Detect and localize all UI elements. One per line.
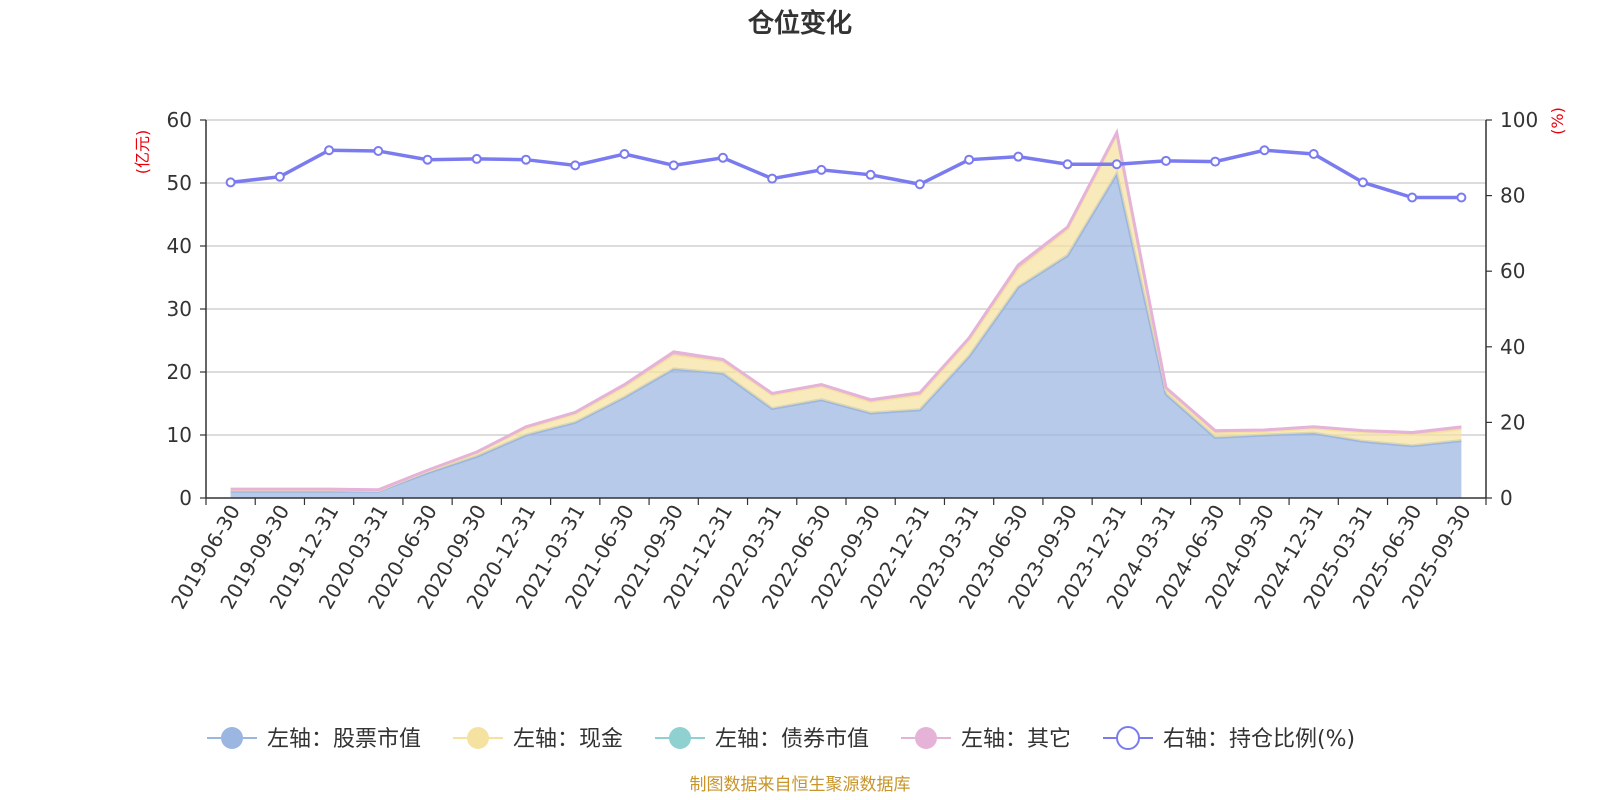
legend-label: 左轴：现金: [513, 727, 623, 752]
holding-ratio-point: [668, 160, 679, 171]
legend-label: 右轴：持仓比例(%): [1163, 727, 1355, 752]
legend: 左轴：股票市值 左轴：现金 左轴：债券市值 左轴：其它 右轴：持仓比例(%): [207, 726, 1355, 752]
chart-title: 仓位变化: [747, 8, 852, 39]
holding-ratio-point: [1062, 159, 1073, 170]
right-axis-tick-label: 0: [1500, 486, 1513, 510]
legend-label: 左轴：债券市值: [715, 727, 869, 752]
holding-ratio-point: [1111, 159, 1122, 170]
holding-ratio-point: [1013, 151, 1024, 162]
right-axis-tick-label: 100: [1500, 108, 1538, 132]
holding-ratio-point: [570, 160, 581, 171]
legend-label: 左轴：其它: [961, 727, 1071, 752]
holding-ratio-point: [1161, 155, 1171, 166]
holding-ratio-point: [914, 179, 925, 190]
right-axis-tick-label: 80: [1500, 184, 1525, 208]
holding-ratio-point: [619, 149, 630, 160]
left-axis-tick-label: 30: [167, 297, 192, 321]
holding-ratio-point: [225, 177, 236, 188]
holding-ratio-point: [964, 154, 975, 165]
legend-marker: [1116, 726, 1140, 750]
left-axis-tick-label: 0: [179, 486, 192, 510]
holding-ratio-point: [471, 153, 482, 164]
area-edge-左轴：其它: [230, 128, 1462, 492]
left-axis-tick-label: 60: [167, 108, 192, 132]
holding-ratio-point: [1259, 145, 1270, 156]
axes: 01020304050600204060801002019-06-302019-…: [166, 108, 1538, 613]
right-axis-tick-label: 20: [1500, 410, 1525, 434]
left-axis-unit: (亿元): [133, 130, 152, 175]
area-series: [230, 128, 1462, 499]
grid-lines: [206, 119, 1486, 436]
right-axis-tick-label: 40: [1500, 335, 1525, 359]
left-axis-tick-label: 20: [167, 360, 192, 384]
left-axis-tick-label: 40: [167, 234, 192, 258]
holding-ratio-point: [1357, 177, 1368, 188]
holding-ratio-point: [324, 145, 335, 156]
left-axis-tick-label: 50: [167, 171, 192, 195]
holding-ratio-point: [1210, 156, 1221, 167]
legend-marker: [669, 727, 691, 749]
right-axis-tick-label: 60: [1500, 259, 1525, 283]
legend-label: 左轴：股票市值: [267, 727, 421, 752]
holding-ratio-point: [816, 164, 827, 175]
left-axis-tick-label: 10: [167, 423, 192, 447]
right-axis-unit: (%): [1548, 107, 1567, 135]
legend-marker: [221, 727, 243, 749]
legend-marker: [915, 727, 937, 749]
holding-ratio-point: [1456, 192, 1467, 203]
holding-ratio-point: [1308, 149, 1319, 160]
area-fill-左轴：股票市值: [230, 173, 1462, 499]
holding-ratio-point: [373, 145, 384, 156]
holding-ratio-point: [422, 154, 433, 165]
holding-ratio-polyline: [230, 148, 1462, 200]
holding-ratio-point: [767, 173, 778, 184]
holding-ratio-line: [225, 145, 1467, 203]
legend-marker: [467, 727, 489, 749]
holding-ratio-point: [521, 154, 531, 165]
holding-ratio-point: [274, 171, 285, 182]
holding-ratio-point: [865, 169, 876, 180]
holding-ratio-point: [717, 152, 728, 163]
holding-ratio-point: [1407, 192, 1418, 203]
data-source-note: 制图数据来自恒生聚源数据库: [690, 775, 911, 795]
